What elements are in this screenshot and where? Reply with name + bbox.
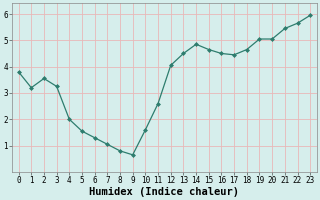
- X-axis label: Humidex (Indice chaleur): Humidex (Indice chaleur): [89, 186, 239, 197]
